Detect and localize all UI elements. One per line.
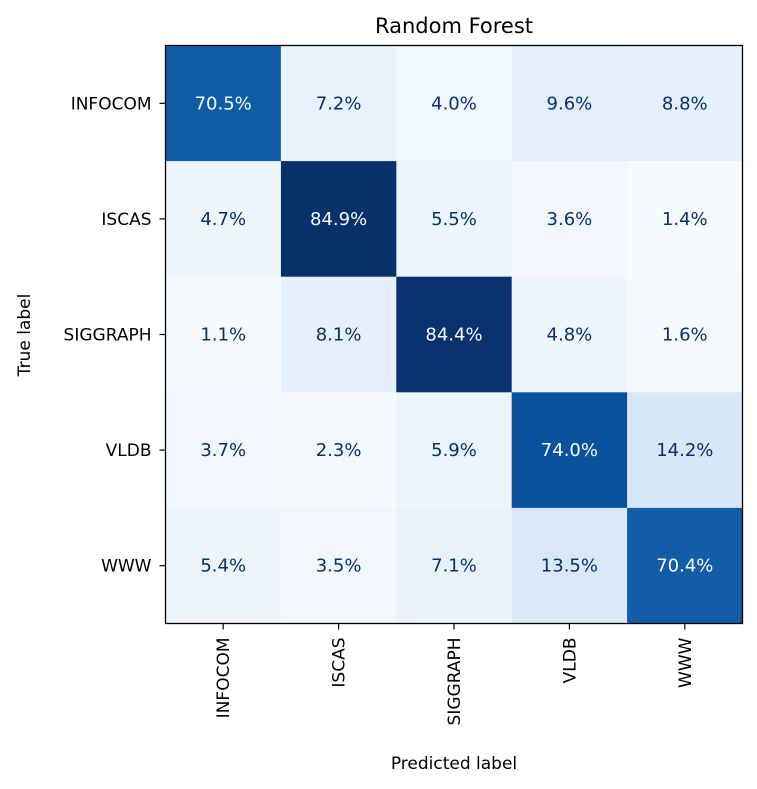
x-axis-ticks: INFOCOM ISCAS SIGGRAPH VLDB WWW xyxy=(214,623,696,726)
cell-value-label: 70.5% xyxy=(195,93,252,114)
heatmap-cell xyxy=(280,276,397,393)
x-tick-label: WWW xyxy=(676,637,696,688)
cell-value-label: 9.6% xyxy=(547,93,593,114)
cell-value-label: 70.4% xyxy=(656,556,713,577)
heatmap-cell xyxy=(511,45,628,162)
heatmap-cell xyxy=(280,392,397,509)
cell-value-label: 74.0% xyxy=(541,440,598,461)
y-tick-label: WWW xyxy=(101,557,152,577)
heatmap-cell xyxy=(627,45,743,162)
cell-value-label: 84.4% xyxy=(425,325,482,346)
cell-value-label: 3.6% xyxy=(547,209,593,230)
heatmap-cell xyxy=(511,392,628,509)
chart-title: Random Forest xyxy=(375,14,533,38)
cell-value-label: 4.8% xyxy=(547,325,593,346)
heatmap-cell xyxy=(627,507,743,624)
heatmap-cell xyxy=(165,45,282,162)
heatmap-cell xyxy=(280,45,397,162)
x-tick-label: VLDB xyxy=(560,638,580,684)
heatmap-cell xyxy=(396,45,513,162)
x-axis-label: Predicted label xyxy=(391,754,517,774)
cell-value-label: 3.7% xyxy=(200,440,246,461)
cell-value-label: 7.1% xyxy=(431,556,477,577)
heatmap-cell xyxy=(627,276,743,393)
heatmap-cell xyxy=(165,276,282,393)
heatmap-cell xyxy=(280,507,397,624)
y-tick-label: ISCAS xyxy=(101,210,151,230)
cell-value-label: 8.8% xyxy=(662,93,708,114)
cell-value-label: 2.3% xyxy=(316,440,362,461)
heatmap-cell xyxy=(396,276,513,393)
y-axis-label: True label xyxy=(15,294,35,378)
heatmap-cell xyxy=(511,507,628,624)
x-tick-label: SIGGRAPH xyxy=(445,638,465,726)
plot-frame xyxy=(164,44,744,625)
cell-value-label: 1.1% xyxy=(200,325,246,346)
heatmap-cell xyxy=(280,161,397,278)
heatmap-cell-labels: 70.5% 7.2% 4.0% 9.6% 8.8% 4.7% 84.9% 5.5% 3.6% 1.… xyxy=(195,93,714,576)
cell-value-label: 4.7% xyxy=(200,209,246,230)
cell-value-label: 4.0% xyxy=(431,93,477,114)
heatmap-cell xyxy=(396,507,513,624)
cell-value-label: 3.5% xyxy=(316,556,362,577)
heatmap-cell xyxy=(165,161,282,278)
heatmap-cell xyxy=(511,161,628,278)
x-tick-label: ISCAS xyxy=(330,638,350,688)
heatmap-cell xyxy=(627,161,743,278)
cell-value-label: 13.5% xyxy=(541,556,598,577)
cell-value-label: 5.5% xyxy=(431,209,477,230)
cell-value-label: 5.4% xyxy=(200,556,246,577)
y-axis-ticks: INFOCOM ISCAS SIGGRAPH VLDB WWW xyxy=(64,94,166,577)
cell-value-label: 84.9% xyxy=(310,209,367,230)
y-tick-label: INFOCOM xyxy=(71,94,152,114)
heatmap-cell xyxy=(627,392,743,509)
y-tick-label: VLDB xyxy=(106,441,152,461)
cell-value-label: 1.6% xyxy=(662,325,708,346)
y-tick-label: SIGGRAPH xyxy=(64,326,152,346)
heatmap-cells xyxy=(165,45,743,624)
cell-value-label: 1.4% xyxy=(662,209,708,230)
heatmap-cell xyxy=(165,507,282,624)
cell-value-label: 8.1% xyxy=(316,325,362,346)
x-tick-label: INFOCOM xyxy=(214,638,234,719)
cell-value-label: 5.9% xyxy=(431,440,477,461)
cell-value-label: 7.2% xyxy=(316,93,362,114)
heatmap-cell xyxy=(165,392,282,509)
heatmap-cell xyxy=(396,161,513,278)
cell-value-label: 14.2% xyxy=(656,440,713,461)
heatmap-cell xyxy=(396,392,513,509)
heatmap-cell xyxy=(511,276,628,393)
